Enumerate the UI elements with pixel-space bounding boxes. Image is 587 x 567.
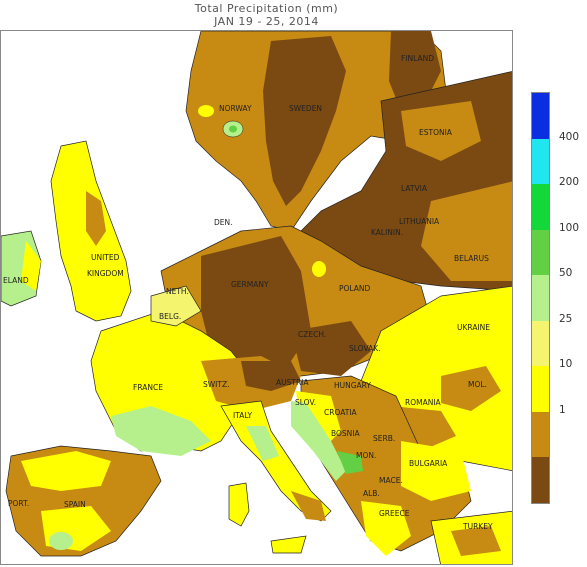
- legend-swatch: [532, 229, 549, 276]
- legend-swatch: [532, 366, 549, 412]
- legend-swatch: [532, 138, 549, 185]
- region-montenegro-green: [337, 451, 363, 474]
- region-bulgaria-yellow: [401, 441, 471, 501]
- legend-swatch: [532, 275, 549, 321]
- region-ukraine-brown: [441, 366, 501, 411]
- region-sicily: [270, 535, 307, 554]
- legend-tick-label: 400: [559, 130, 580, 143]
- color-legend: [531, 92, 550, 504]
- label-uk-line2: KINGDOM: [87, 269, 124, 278]
- legend-swatch: [532, 184, 549, 230]
- label-netherlands: NETH.: [166, 287, 189, 296]
- label-latvia: LATVIA: [401, 184, 428, 193]
- region-italy-south-brown: [291, 491, 326, 521]
- label-kaliningrad: KALININ.: [371, 228, 403, 237]
- region-iberia-yellow: [21, 451, 111, 491]
- legend-tick-label: 50: [559, 267, 573, 280]
- label-czech: CZECH.: [298, 330, 326, 339]
- map-title: Total Precipitation (mm): [194, 2, 339, 15]
- label-lithuania: LITHUANIA: [399, 217, 440, 226]
- region-benelux: [150, 285, 202, 327]
- label-hungary: HUNGARY: [334, 381, 371, 390]
- legend-swatch: [532, 457, 549, 503]
- label-finland: FINLAND: [401, 54, 434, 63]
- country-labels: FINLAND NORWAY SWEDEN ESTONIA LATVIA LIT…: [3, 54, 493, 531]
- label-ukraine: UKRAINE: [457, 323, 490, 332]
- legend-tick-label: 1: [559, 403, 566, 416]
- region-germany-dark: [201, 236, 311, 371]
- label-norway: NORWAY: [219, 104, 252, 113]
- precipitation-map: FINLAND NORWAY SWEDEN ESTONIA LATVIA LIT…: [0, 30, 513, 565]
- label-slovakia: SLOVAK.: [349, 344, 381, 353]
- legend-tick-label: 10: [559, 358, 573, 371]
- region-sweden-dark: [263, 36, 346, 206]
- label-belgium: BELG.: [159, 312, 181, 321]
- legend-swatch: [532, 320, 549, 367]
- region-italy-green: [246, 426, 279, 461]
- legend-swatch: [532, 411, 549, 458]
- label-switzerland: SWITZ.: [203, 380, 230, 389]
- region-ireland-yellow: [21, 241, 41, 291]
- region-france-south-green: [111, 406, 211, 456]
- label-belarus: BELARUS: [454, 254, 489, 263]
- region-czech-dark: [291, 321, 371, 376]
- label-ireland: ELAND: [3, 276, 29, 285]
- label-bulgaria: BULGARIA: [409, 459, 448, 468]
- label-turkey: TURKEY: [462, 522, 493, 531]
- label-sweden: SWEDEN: [289, 104, 322, 113]
- label-estonia: ESTONIA: [419, 128, 453, 137]
- label-austria: AUSTRIA: [276, 378, 309, 387]
- label-bosnia: BOSNIA: [331, 429, 360, 438]
- map-date-range: JAN 19 - 25, 2014: [214, 15, 319, 28]
- norway-green-core: [229, 125, 237, 133]
- region-coast-green: [291, 401, 346, 481]
- region-estonia-brown: [401, 101, 481, 161]
- region-austria-dark: [241, 361, 301, 391]
- label-croatia: CROATIA: [324, 408, 358, 417]
- label-slovenia: SLOV.: [295, 398, 316, 407]
- label-greece: GREECE: [379, 509, 410, 518]
- label-portugal: PORT.: [8, 499, 29, 508]
- label-italy: ITALY: [233, 411, 253, 420]
- legend-tick-label: 200: [559, 176, 580, 189]
- label-albania: ALB.: [363, 489, 380, 498]
- region-belarus-brown: [421, 181, 512, 281]
- legend-swatch: [532, 93, 549, 139]
- poland-yellow-spot: [312, 261, 326, 277]
- norway-yellow-spot: [198, 105, 214, 117]
- legend-tick-label: 100: [559, 221, 580, 234]
- label-denmark: DEN.: [214, 218, 233, 227]
- region-greece-yellow: [361, 501, 411, 556]
- label-uk-line1: UNITED: [91, 253, 120, 262]
- map-canvas: FINLAND NORWAY SWEDEN ESTONIA LATVIA LIT…: [1, 31, 512, 564]
- legend-tick-label: 25: [559, 312, 573, 325]
- region-sardinia: [228, 482, 250, 527]
- label-spain: SPAIN: [64, 500, 86, 509]
- label-germany: GERMANY: [231, 280, 269, 289]
- region-uk-brown: [86, 191, 106, 246]
- label-romania: ROMANIA: [405, 398, 442, 407]
- label-moldova: MOL.: [468, 380, 487, 389]
- label-macedonia: MACE.: [379, 476, 403, 485]
- region-turkey-brown: [451, 526, 501, 556]
- label-montenegro: MON.: [356, 451, 376, 460]
- label-poland: POLAND: [339, 284, 371, 293]
- iberia-green-spot: [49, 532, 73, 550]
- label-serbia: SERB.: [373, 434, 395, 443]
- label-france: FRANCE: [133, 383, 163, 392]
